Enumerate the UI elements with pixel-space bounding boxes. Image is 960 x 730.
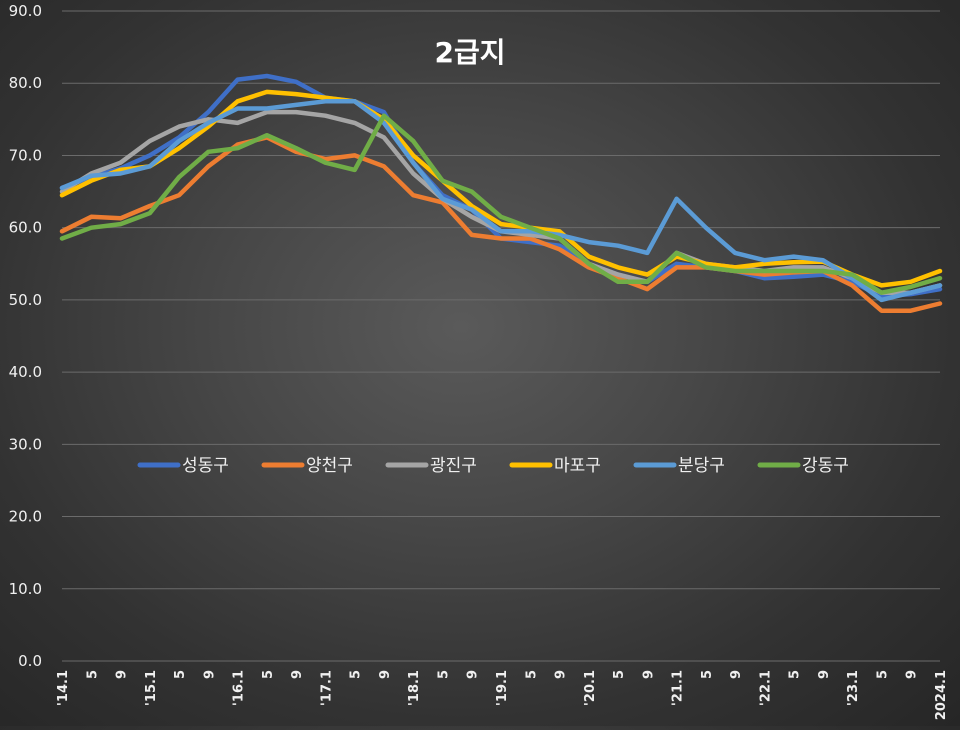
x-tick-label: '23.1	[846, 670, 861, 706]
legend-label: 분당구	[678, 456, 725, 476]
x-tick-label: '18.1	[407, 670, 422, 706]
x-tick-label: '17.1	[319, 670, 334, 706]
x-tick-label: 9	[378, 670, 393, 679]
legend-label: 마포구	[554, 456, 601, 476]
x-tick-label: 9	[466, 670, 481, 679]
x-tick-label: 5	[261, 670, 276, 679]
x-tick-label: '15.1	[144, 670, 159, 706]
x-tick-label: 5	[875, 670, 890, 679]
x-tick-label: 9	[905, 670, 920, 679]
x-tick-label: 9	[115, 670, 130, 679]
legend-label: 성동구	[182, 456, 229, 476]
x-tick-label: 5	[85, 670, 100, 679]
y-tick-label: 0.0	[18, 652, 42, 670]
x-tick-label: 5	[524, 670, 539, 679]
chart-title: 2급지	[434, 36, 505, 69]
x-tick-label: 5	[700, 670, 715, 679]
y-tick-label: 30.0	[9, 435, 42, 453]
x-tick-label: 2024.1	[934, 670, 949, 720]
x-tick-label: '16.1	[232, 670, 247, 706]
legend-label: 강동구	[802, 456, 849, 476]
x-tick-label: 9	[817, 670, 832, 679]
series-line-5	[59, 99, 943, 303]
x-tick-label: 9	[729, 670, 744, 679]
y-tick-label: 90.0	[9, 2, 42, 20]
x-tick-label: 5	[436, 670, 451, 679]
y-tick-label: 70.0	[9, 146, 42, 164]
x-tick-label: 5	[788, 670, 803, 679]
legend-label: 광진구	[430, 456, 477, 476]
series-lines	[59, 73, 943, 313]
y-tick-label: 60.0	[9, 219, 42, 237]
y-axis-ticks: 0.0 10.0 20.0 30.0 40.0 50.0 60.0 70.0 80.0 90.0	[9, 2, 42, 670]
x-tick-label: '19.1	[495, 670, 510, 706]
x-tick-label: 5	[349, 670, 364, 679]
x-tick-label: '20.1	[583, 670, 598, 706]
gridlines	[62, 10, 940, 662]
x-tick-label: '21.1	[671, 670, 686, 706]
x-tick-label: 9	[554, 670, 569, 679]
y-tick-label: 20.0	[9, 508, 42, 526]
x-tick-label: 5	[173, 670, 188, 679]
x-tick-label: 9	[290, 670, 305, 679]
x-tick-label: 5	[612, 670, 627, 679]
x-axis-ticks: '14.1 5 9 '15.1 5 9 '16.1 5 9 '17.1 5 9 '18.1 5 9 '19.1…	[56, 670, 949, 720]
y-tick-label: 10.0	[9, 580, 42, 598]
legend: 성동구 양천구 광진구 마포구 분당구 강동구	[137, 456, 849, 476]
x-tick-label: 9	[202, 670, 217, 679]
y-tick-label: 50.0	[9, 291, 42, 309]
legend-label: 양천구	[306, 456, 353, 476]
series-line-4	[59, 89, 943, 288]
y-tick-label: 80.0	[9, 74, 42, 92]
x-tick-label: 9	[641, 670, 656, 679]
y-tick-label: 40.0	[9, 363, 42, 381]
x-tick-label: '22.1	[758, 670, 773, 706]
x-tick-label: '14.1	[56, 670, 71, 706]
series-line-6	[59, 113, 943, 295]
